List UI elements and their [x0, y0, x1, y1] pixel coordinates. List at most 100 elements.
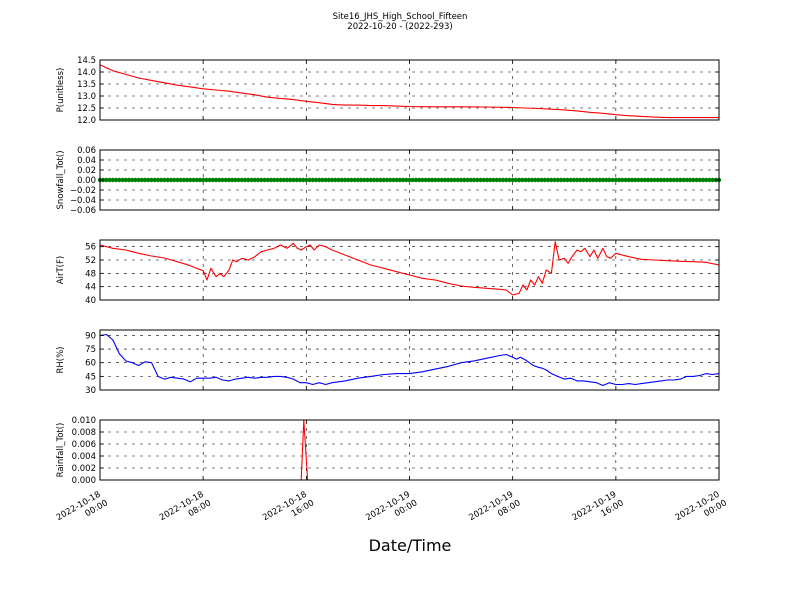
data-point — [304, 177, 309, 183]
data-point — [661, 177, 667, 183]
data-point — [136, 177, 141, 183]
data-point — [426, 177, 432, 183]
data-point — [429, 177, 435, 183]
data-point — [539, 177, 544, 183]
data-point — [313, 177, 319, 183]
data-point — [500, 177, 506, 183]
y-tick-label: −0.06 — [70, 206, 96, 216]
data-point — [262, 177, 267, 183]
data-point — [284, 177, 290, 183]
data-point — [497, 177, 502, 183]
data-point — [684, 177, 689, 183]
data-point — [504, 177, 509, 183]
data-point — [210, 177, 216, 183]
data-point — [400, 177, 406, 183]
data-point — [607, 177, 612, 183]
data-point — [355, 177, 361, 183]
data-point — [268, 177, 274, 183]
data-point — [146, 177, 151, 183]
data-point — [594, 177, 599, 183]
data-point — [349, 177, 354, 183]
y-tick-label: 75 — [85, 345, 96, 355]
data-point — [300, 177, 306, 183]
data-point — [445, 177, 451, 183]
data-point — [397, 177, 403, 183]
y-tick-label: 13.0 — [77, 92, 96, 102]
panel-1: 12.0 12.5 13.0 13.5 14.0 14.5 P(unitless) — [56, 56, 720, 126]
series-line — [99, 241, 720, 296]
y-tick-label: 14.0 — [77, 68, 96, 78]
y-tick-label: 0.00 — [77, 176, 96, 186]
data-point — [326, 177, 332, 183]
data-point — [494, 177, 499, 183]
data-point — [226, 177, 232, 183]
data-point — [529, 177, 535, 183]
data-point — [342, 177, 348, 183]
data-point — [533, 177, 538, 183]
data-point — [510, 177, 515, 183]
data-point — [358, 177, 364, 183]
data-point — [613, 177, 619, 183]
data-point — [220, 177, 225, 183]
data-point — [571, 177, 577, 183]
data-point — [442, 177, 448, 183]
y-tick-label: 44 — [85, 283, 96, 293]
data-point — [520, 177, 525, 183]
data-point — [694, 177, 699, 183]
data-point — [584, 177, 590, 183]
data-point — [255, 177, 261, 183]
data-point — [113, 177, 119, 183]
y-axis-label: P(unitless) — [56, 68, 66, 113]
data-point — [578, 177, 583, 183]
data-point — [632, 177, 638, 183]
data-point — [252, 177, 257, 183]
data-point — [523, 177, 528, 183]
data-point — [200, 177, 206, 183]
data-point — [674, 177, 680, 183]
data-point — [233, 177, 238, 183]
data-point — [365, 177, 370, 183]
data-point — [236, 177, 241, 183]
data-point — [597, 177, 602, 183]
data-point — [368, 177, 374, 183]
data-point — [130, 177, 135, 183]
data-point — [265, 177, 270, 183]
data-point — [545, 177, 551, 183]
data-point — [123, 177, 128, 183]
data-point — [516, 177, 522, 183]
data-point — [668, 177, 673, 183]
y-tick-label: 0.008 — [72, 428, 96, 438]
y-tick-label: −0.02 — [70, 186, 96, 196]
data-point — [291, 177, 296, 183]
data-point — [645, 177, 651, 183]
y-tick-label: 30 — [85, 386, 96, 396]
data-point — [207, 177, 212, 183]
y-tick-label: 0.010 — [72, 416, 96, 426]
y-tick-label: 0.002 — [72, 464, 96, 474]
data-point — [407, 177, 412, 183]
data-point — [681, 177, 686, 183]
data-point — [439, 177, 444, 183]
data-point — [258, 177, 264, 183]
data-point — [126, 177, 132, 183]
data-point — [178, 177, 183, 183]
data-point — [620, 177, 625, 183]
data-point — [246, 177, 251, 183]
y-axis-label: Snowfall_Tot() — [56, 150, 66, 209]
data-point — [217, 177, 222, 183]
y-tick-label: 90 — [85, 331, 96, 341]
data-point — [184, 177, 190, 183]
data-point — [204, 177, 209, 183]
data-point — [310, 177, 315, 183]
data-point — [413, 177, 419, 183]
data-point — [242, 177, 248, 183]
data-point — [375, 177, 380, 183]
data-point — [600, 177, 606, 183]
y-axis-label: Rainfall_Tot() — [56, 423, 66, 478]
data-point — [191, 177, 196, 183]
